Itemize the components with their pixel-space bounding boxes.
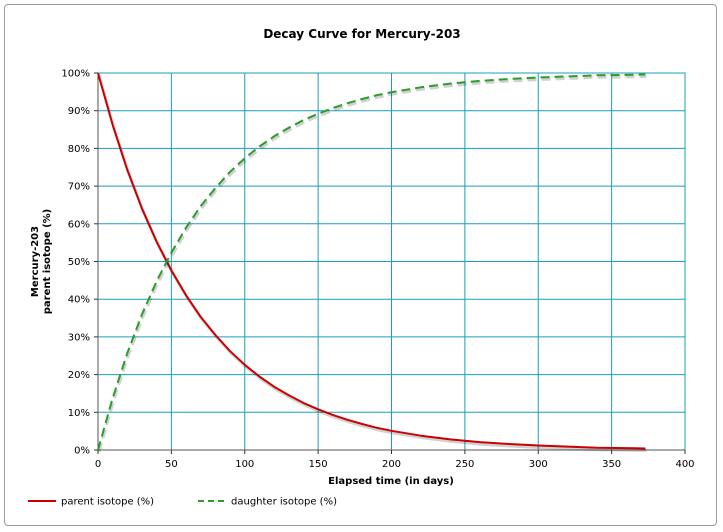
x-tick-label: 100 [235,459,254,470]
series-layer [97,72,647,453]
x-tick-label: 150 [309,459,328,470]
legend-daughter-label: daughter isotope (%) [231,497,337,508]
y-tick-label: 60% [68,219,90,230]
y-tick-label: 40% [68,295,90,306]
x-tick-label: 0 [95,459,101,470]
y-tick-label: 0% [74,446,90,457]
y-tick-label: 80% [68,144,90,155]
y-axis-title-line: Mercury-203 [30,226,41,297]
legend: parent isotope (%) daughter isotope (%) [28,497,337,508]
legend-parent-label: parent isotope (%) [61,497,154,508]
series-shadow [97,74,647,452]
y-tick-label: 20% [68,370,90,381]
x-axis-title: Elapsed time (in days) [328,476,454,487]
y-axis-title-line: parent isotope (%) [42,209,53,314]
y-tick-label: 70% [68,182,90,193]
x-tick-label: 200 [382,459,401,470]
chart-title: Decay Curve for Mercury-203 [263,27,460,41]
y-tick-label: 10% [68,408,90,419]
x-tick-label: 50 [165,459,178,470]
y-tick-label: 100% [61,69,90,80]
x-tick-label: 300 [529,459,548,470]
x-tick-labels: 0 50 100 150 200 250 300 350 400 [95,459,695,470]
x-tick-label: 350 [602,459,621,470]
x-tick-label: 250 [455,459,474,470]
daughter-isotope-line [97,73,646,451]
y-axis-title: Mercury-203 parent isotope (%) [30,209,53,314]
y-tick-label: 50% [68,257,90,268]
parent-isotope-line [97,72,646,450]
series-shadow [97,75,647,453]
y-tick-label: 90% [68,106,90,117]
y-tick-label: 30% [68,332,90,343]
chart-frame [4,4,717,526]
grid [94,72,686,454]
x-tick-label: 400 [675,459,694,470]
y-tick-labels: 0% 10% 20% 30% 40% 50% 60% 70% 80% 90% 100% [61,69,90,457]
